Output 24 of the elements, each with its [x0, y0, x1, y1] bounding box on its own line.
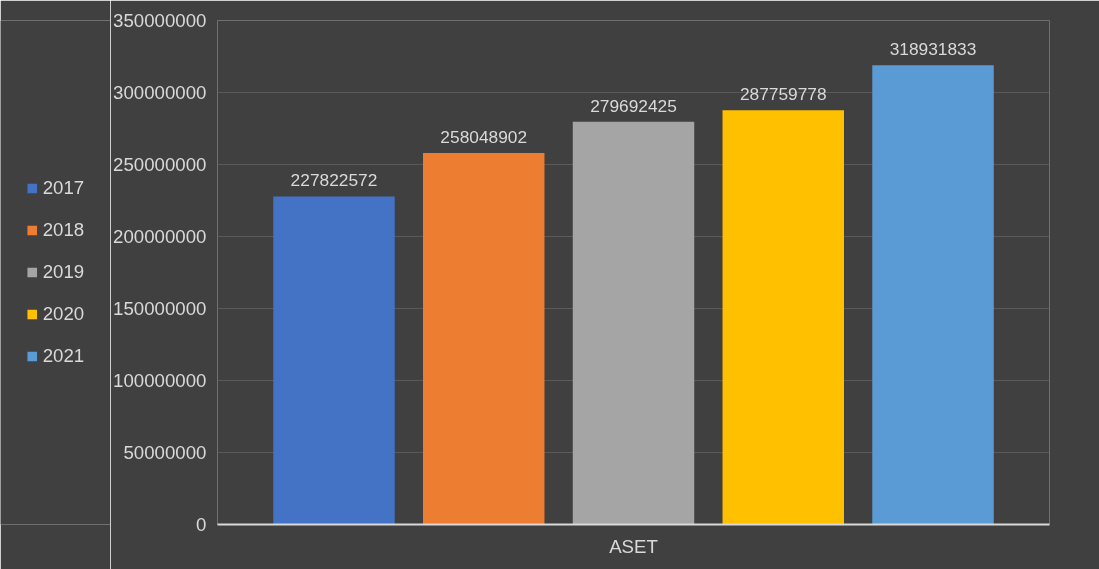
x-tick-label: ASET [609, 535, 658, 557]
data-label: 318931833 [889, 39, 977, 60]
data-label: 287759778 [739, 84, 827, 105]
bar [572, 121, 695, 525]
bar [872, 65, 994, 525]
y-tick-label: 300000000 [113, 82, 207, 103]
bar [423, 152, 545, 525]
y-tick-label: 150000000 [113, 298, 207, 319]
legend-label: 2017 [42, 177, 85, 199]
y-tick-label: 250000000 [113, 154, 207, 175]
data-label: 258048902 [440, 126, 528, 147]
y-tick-label: 0 [196, 514, 207, 535]
bar [722, 110, 844, 525]
legend-label: 2020 [42, 303, 85, 325]
data-label: 227822572 [290, 170, 378, 191]
bar [273, 196, 395, 525]
y-tick-label: 350000000 [113, 10, 207, 31]
legend-label: 2019 [42, 261, 85, 283]
y-tick-label: 200000000 [113, 226, 207, 247]
y-tick-label: 100000000 [113, 370, 207, 391]
legend-label: 2021 [42, 345, 85, 367]
y-tick-label: 50000000 [123, 442, 207, 463]
data-label: 279692425 [590, 95, 677, 116]
legend-label: 2018 [42, 219, 85, 241]
